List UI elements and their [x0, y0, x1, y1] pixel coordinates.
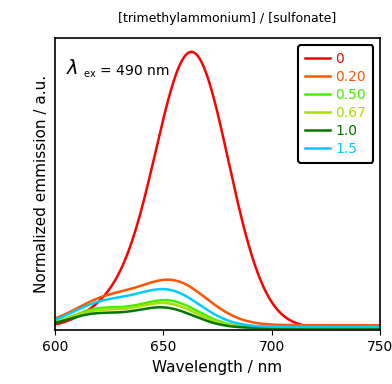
0.67	[378, 325, 383, 330]
0.20	[165, 277, 170, 282]
Line: 0.67: 0.67	[55, 303, 380, 328]
0	[109, 284, 114, 289]
1.0	[109, 310, 114, 315]
1.0	[178, 308, 182, 313]
0.20	[109, 291, 114, 296]
Line: 0.50: 0.50	[55, 300, 380, 328]
Legend: 0, 0.20, 0.50, 0.67, 1.0, 1.5: 0, 0.20, 0.50, 0.67, 1.0, 1.5	[298, 45, 373, 163]
0.67	[53, 320, 57, 324]
1.0	[337, 326, 341, 330]
1.5	[109, 296, 114, 301]
0.67	[178, 304, 182, 308]
1.0	[192, 314, 196, 318]
0.20	[53, 316, 57, 321]
1.5	[90, 301, 94, 306]
0	[90, 305, 94, 310]
0.20	[90, 298, 94, 303]
1.0	[372, 326, 376, 330]
0.67	[372, 325, 376, 330]
0.20	[372, 323, 376, 328]
0.50	[90, 307, 94, 312]
0	[372, 326, 376, 330]
0.50	[53, 320, 57, 324]
0	[53, 322, 57, 327]
0.50	[109, 305, 114, 310]
Line: 1.0: 1.0	[55, 307, 380, 328]
1.0	[90, 311, 94, 316]
0	[378, 326, 383, 330]
0.50	[337, 325, 341, 330]
0.67	[90, 309, 94, 313]
0.50	[378, 325, 383, 330]
Line: 0.20: 0.20	[55, 280, 380, 325]
1.5	[53, 318, 57, 322]
1.5	[192, 299, 196, 303]
1.5	[378, 324, 383, 329]
0.67	[160, 301, 165, 305]
1.0	[378, 326, 383, 330]
Line: 0: 0	[55, 52, 380, 328]
Y-axis label: Normalized emmission / a.u.: Normalized emmission / a.u.	[34, 75, 49, 293]
0.67	[337, 325, 341, 330]
0	[177, 63, 182, 68]
1.5	[337, 324, 341, 329]
0.20	[337, 323, 341, 328]
X-axis label: Wavelength / nm: Wavelength / nm	[152, 359, 283, 374]
1.0	[53, 321, 57, 325]
0.50	[178, 301, 182, 305]
0.50	[162, 298, 167, 303]
Line: 1.5: 1.5	[55, 289, 380, 327]
Text: [trimethylammonium] / [sulfonate]: [trimethylammonium] / [sulfonate]	[118, 12, 336, 25]
1.5	[160, 287, 164, 291]
0.20	[178, 280, 182, 284]
0.50	[192, 307, 196, 311]
Text: $_{\rm ex}$ = 490 nm: $_{\rm ex}$ = 490 nm	[83, 63, 169, 79]
0.20	[192, 287, 196, 291]
1.5	[372, 324, 376, 329]
0	[189, 50, 194, 54]
1.0	[158, 305, 162, 310]
0.67	[192, 310, 196, 314]
0	[192, 50, 196, 55]
0	[337, 326, 341, 330]
1.5	[178, 291, 182, 295]
0.20	[378, 323, 383, 328]
0.50	[372, 325, 376, 330]
0.67	[109, 307, 114, 312]
Text: $\lambda$: $\lambda$	[66, 59, 79, 78]
